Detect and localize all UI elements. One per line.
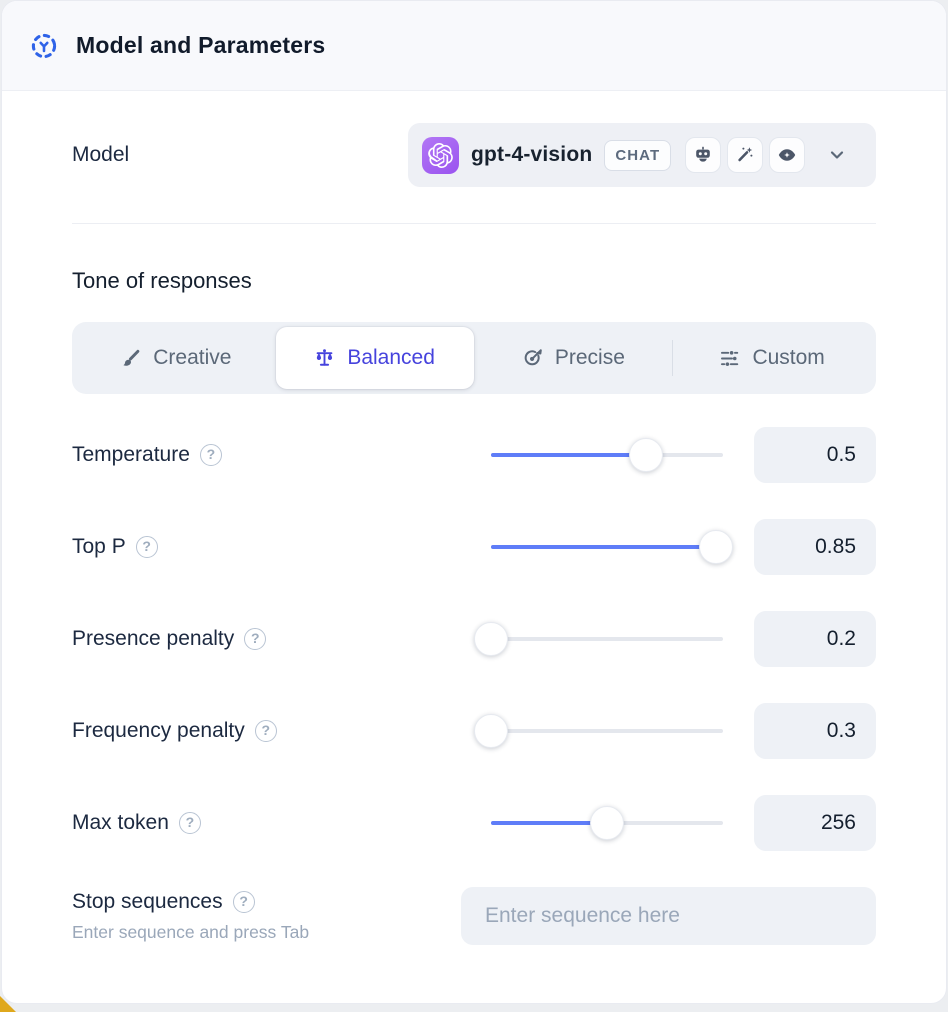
tone-option-custom[interactable]: Custom <box>673 327 871 389</box>
parameter-row: Temperature ? 0.5 <box>72 427 876 483</box>
parameter-slider[interactable] <box>474 622 723 656</box>
chevron-down-icon[interactable] <box>827 145 847 165</box>
model-capability-badges <box>685 137 806 173</box>
model-label: Model <box>72 143 130 166</box>
slider-fill <box>491 821 607 825</box>
parameter-row: Frequency penalty ? 0.3 <box>72 703 876 759</box>
slider-track[interactable] <box>491 729 723 733</box>
magic-wand-icon <box>735 145 755 165</box>
tone-option-creative[interactable]: Creative <box>77 327 275 389</box>
balance-scale-icon <box>314 348 335 369</box>
paintbrush-icon <box>120 348 141 369</box>
tone-option-label: Creative <box>153 346 232 369</box>
model-type-badge: CHAT <box>604 139 672 171</box>
page-title: Model and Parameters <box>76 32 326 58</box>
sliders-icon <box>719 348 740 369</box>
model-select[interactable]: gpt-4-vision CHAT <box>408 123 876 187</box>
help-icon[interactable]: ? <box>244 628 267 650</box>
target-icon <box>522 348 543 369</box>
slider-fill <box>491 453 647 457</box>
slider-track[interactable] <box>491 637 723 641</box>
parameter-label: Max token <box>72 811 169 834</box>
parameter-slider[interactable] <box>491 806 723 840</box>
tone-option-label: Precise <box>554 346 625 369</box>
panel-header: Model and Parameters <box>2 1 946 91</box>
slider-thumb[interactable] <box>590 806 624 840</box>
vision-eye-badge[interactable] <box>769 137 806 173</box>
parameter-row: Max token ? 256 <box>72 795 876 851</box>
slider-fill <box>491 545 717 549</box>
tone-heading: Tone of responses <box>72 268 252 293</box>
parameter-value[interactable]: 0.2 <box>754 611 876 667</box>
stop-sequence-input[interactable] <box>461 887 876 945</box>
chatbot-badge[interactable] <box>685 137 722 173</box>
slider-thumb[interactable] <box>474 714 508 748</box>
stop-sequences-row: Stop sequences ? Enter sequence and pres… <box>72 887 876 945</box>
model-row: Model gpt-4-vision CHAT <box>72 123 876 187</box>
parameter-value[interactable]: 0.3 <box>754 703 876 759</box>
parameter-value[interactable]: 0.85 <box>754 519 876 575</box>
slider-thumb[interactable] <box>629 438 664 472</box>
parameter-label: Presence penalty <box>72 627 235 650</box>
parameter-value[interactable]: 256 <box>754 795 876 851</box>
help-icon[interactable]: ? <box>199 444 222 466</box>
openai-logo-icon <box>422 136 459 174</box>
parameter-slider[interactable] <box>491 530 734 564</box>
help-icon[interactable]: ? <box>135 536 158 558</box>
slider-thumb[interactable] <box>474 622 508 656</box>
tone-option-balanced[interactable]: Balanced <box>275 327 474 389</box>
tone-option-label: Balanced <box>347 346 435 369</box>
stop-sequences-label: Stop sequences <box>72 889 223 913</box>
tone-option-precise[interactable]: Precise <box>475 327 673 389</box>
parameter-label: Frequency penalty <box>72 719 245 742</box>
parameter-label: Top P <box>72 535 126 558</box>
magic-wand-badge[interactable] <box>727 137 764 173</box>
section-divider <box>72 223 876 224</box>
chatbot-icon <box>693 145 713 165</box>
parameter-label: Temperature <box>72 443 190 466</box>
parameter-slider[interactable] <box>474 714 723 748</box>
slider-thumb[interactable] <box>699 530 734 564</box>
help-icon[interactable]: ? <box>232 890 255 913</box>
model-hub-icon <box>30 32 58 60</box>
tone-option-label: Custom <box>752 346 825 369</box>
help-icon[interactable]: ? <box>254 720 277 742</box>
help-icon[interactable]: ? <box>178 812 201 834</box>
parameter-row: Top P ? 0.85 <box>72 519 876 575</box>
model-name: gpt-4-vision <box>471 143 593 166</box>
parameter-value[interactable]: 0.5 <box>754 427 876 483</box>
parameter-slider[interactable] <box>491 438 723 472</box>
segment-divider <box>672 340 674 376</box>
vision-eye-icon <box>777 145 797 165</box>
parameter-row: Presence penalty ? 0.2 <box>72 611 876 667</box>
stop-sequences-hint: Enter sequence and press Tab <box>72 921 310 942</box>
tone-segmented-control: Creative Balanced Precise Custom <box>72 322 876 394</box>
